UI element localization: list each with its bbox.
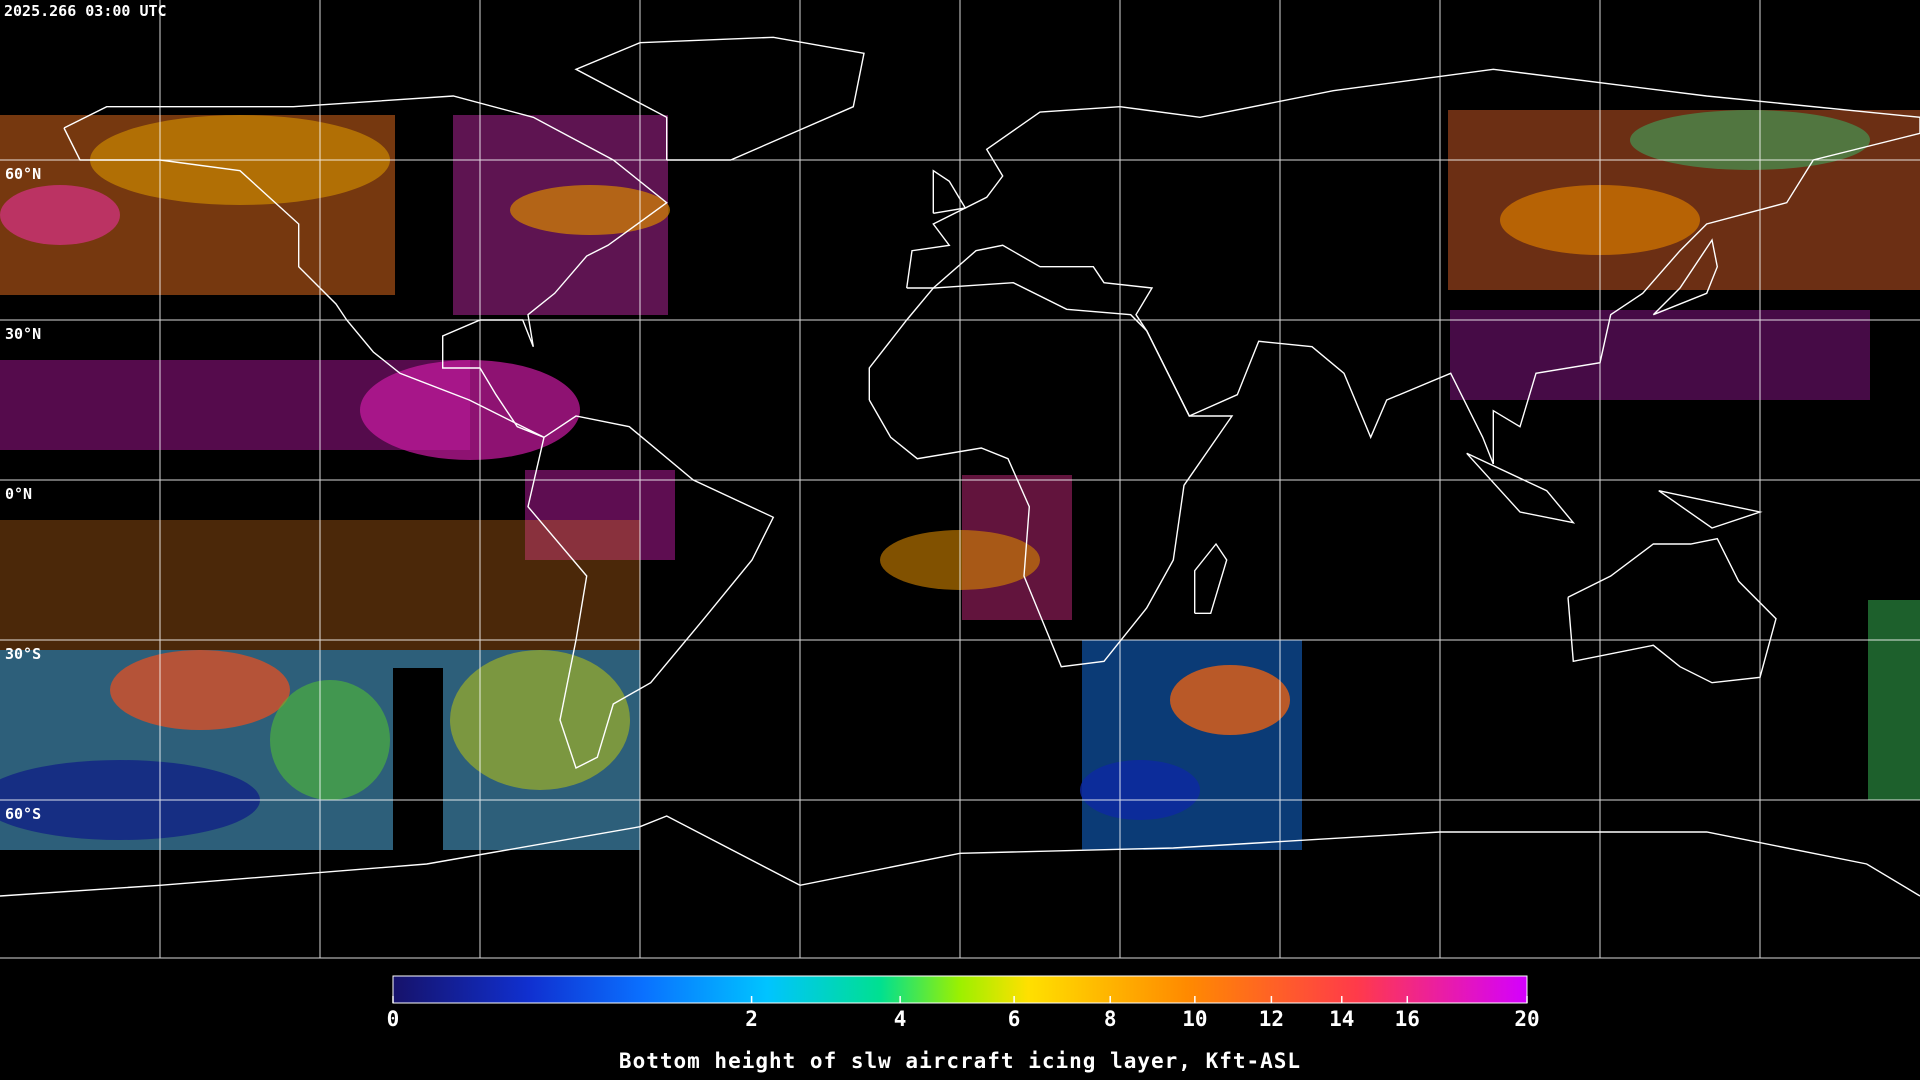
- coastline: [1652, 238, 1719, 316]
- coastline: [906, 68, 1920, 465]
- latitude-label: 60°N: [5, 165, 41, 183]
- coastline: [1658, 490, 1763, 529]
- colorbar-tick-label: 6: [1008, 1007, 1021, 1031]
- coastline: [868, 281, 1234, 668]
- colorbar: [392, 975, 1528, 1004]
- coastline: [932, 169, 967, 214]
- coastline: [1466, 452, 1576, 524]
- colorbar-tick-label: 8: [1104, 1007, 1117, 1031]
- coastline: [574, 36, 865, 161]
- coastline: [63, 95, 668, 438]
- colorbar-tick-label: 16: [1395, 1007, 1420, 1031]
- latitude-label: 30°N: [5, 325, 41, 343]
- timestamp: 2025.266 03:00 UTC: [4, 2, 167, 20]
- colorbar-tick-label: 10: [1182, 1007, 1207, 1031]
- coastline: [527, 415, 775, 769]
- colorbar-tick-label: 20: [1514, 1007, 1539, 1031]
- latitude-label: 30°S: [5, 645, 41, 663]
- colorbar-tick-label: 14: [1329, 1007, 1354, 1031]
- graticule: [0, 0, 1920, 959]
- colorbar-tick-label: 4: [894, 1007, 907, 1031]
- coastline: [1194, 542, 1228, 614]
- coastlines: [0, 36, 1920, 897]
- coastline: [1567, 537, 1777, 684]
- latitude-label: 0°N: [5, 485, 32, 503]
- colorbar-tick-label: 12: [1259, 1007, 1284, 1031]
- icing-imagery: [0, 110, 1920, 853]
- colorbar-tick-label: 0: [387, 1007, 400, 1031]
- colorbar-label: Bottom height of slw aircraft icing laye…: [619, 1049, 1301, 1073]
- latitude-label: 60°S: [5, 805, 41, 823]
- coastline: [0, 815, 1920, 897]
- colorbar-tick-label: 2: [745, 1007, 758, 1031]
